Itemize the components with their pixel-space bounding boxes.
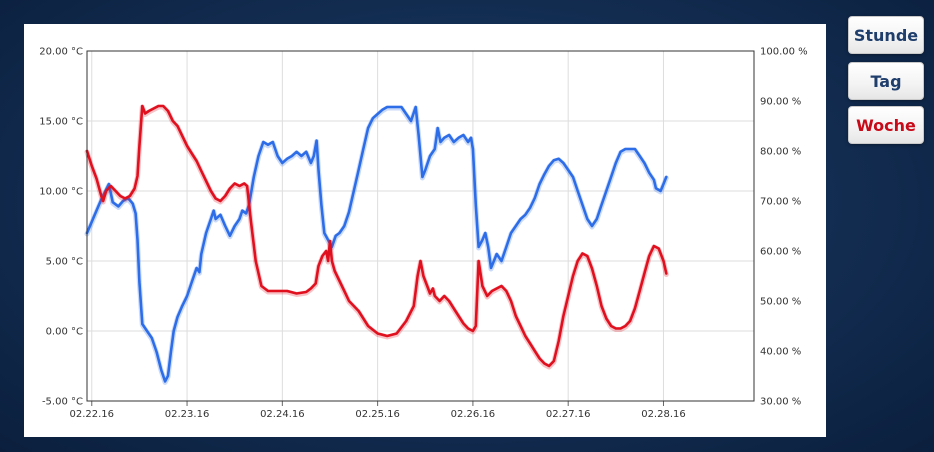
x-tick-label: 02.24.16 [260,409,305,420]
humidity-series-line [85,104,668,368]
axes: -5.00 °C 0.00 °C 5.00 °C 10.00 °C 15.00 °C 20… [39,47,807,421]
x-tick-label: 02.22.16 [69,409,114,420]
y-left-tick-label: 5.00 °C [46,257,83,268]
y-right-tick-label: 30.00 % [760,397,801,408]
y-left-tick-label: 0.00 °C [46,327,83,338]
x-tick-label: 02.26.16 [451,409,496,420]
y-right-tick-label: 70.00 % [760,197,801,208]
temperature-series-line [85,105,668,383]
stunde-button[interactable]: Stunde [848,16,924,54]
tag-button[interactable]: Tag [848,62,924,100]
grid [87,50,754,402]
temperature-series-shadow [84,105,669,385]
chart-panel: -5.00 °C 0.00 °C 5.00 °C 10.00 °C 15.00 °C 20… [24,24,826,437]
y-right-tick-label: 100.00 % [760,47,808,58]
y-right-tick-label: 90.00 % [760,97,801,108]
y-right-tick-label: 80.00 % [760,147,801,158]
y-right-tick-label: 50.00 % [760,297,801,308]
y-left-tick-label: -5.00 °C [42,397,83,408]
y-left-tick-label: 15.00 °C [39,117,83,128]
x-tick-label: 02.23.16 [165,409,210,420]
x-tick-label: 02.28.16 [641,409,686,420]
y-left-tick-label: 20.00 °C [39,47,83,58]
temperature-humidity-chart: -5.00 °C 0.00 °C 5.00 °C 10.00 °C 15.00 °C 20… [39,47,807,421]
x-tick-label: 02.27.16 [546,409,591,420]
woche-button[interactable]: Woche [848,106,924,144]
series-layer [84,104,669,385]
y-right-tick-label: 60.00 % [760,247,801,258]
y-left-tick-label: 10.00 °C [39,187,83,198]
y-right-tick-label: 40.00 % [760,347,801,358]
x-tick-label: 02.25.16 [355,409,400,420]
plot-border [86,50,755,402]
